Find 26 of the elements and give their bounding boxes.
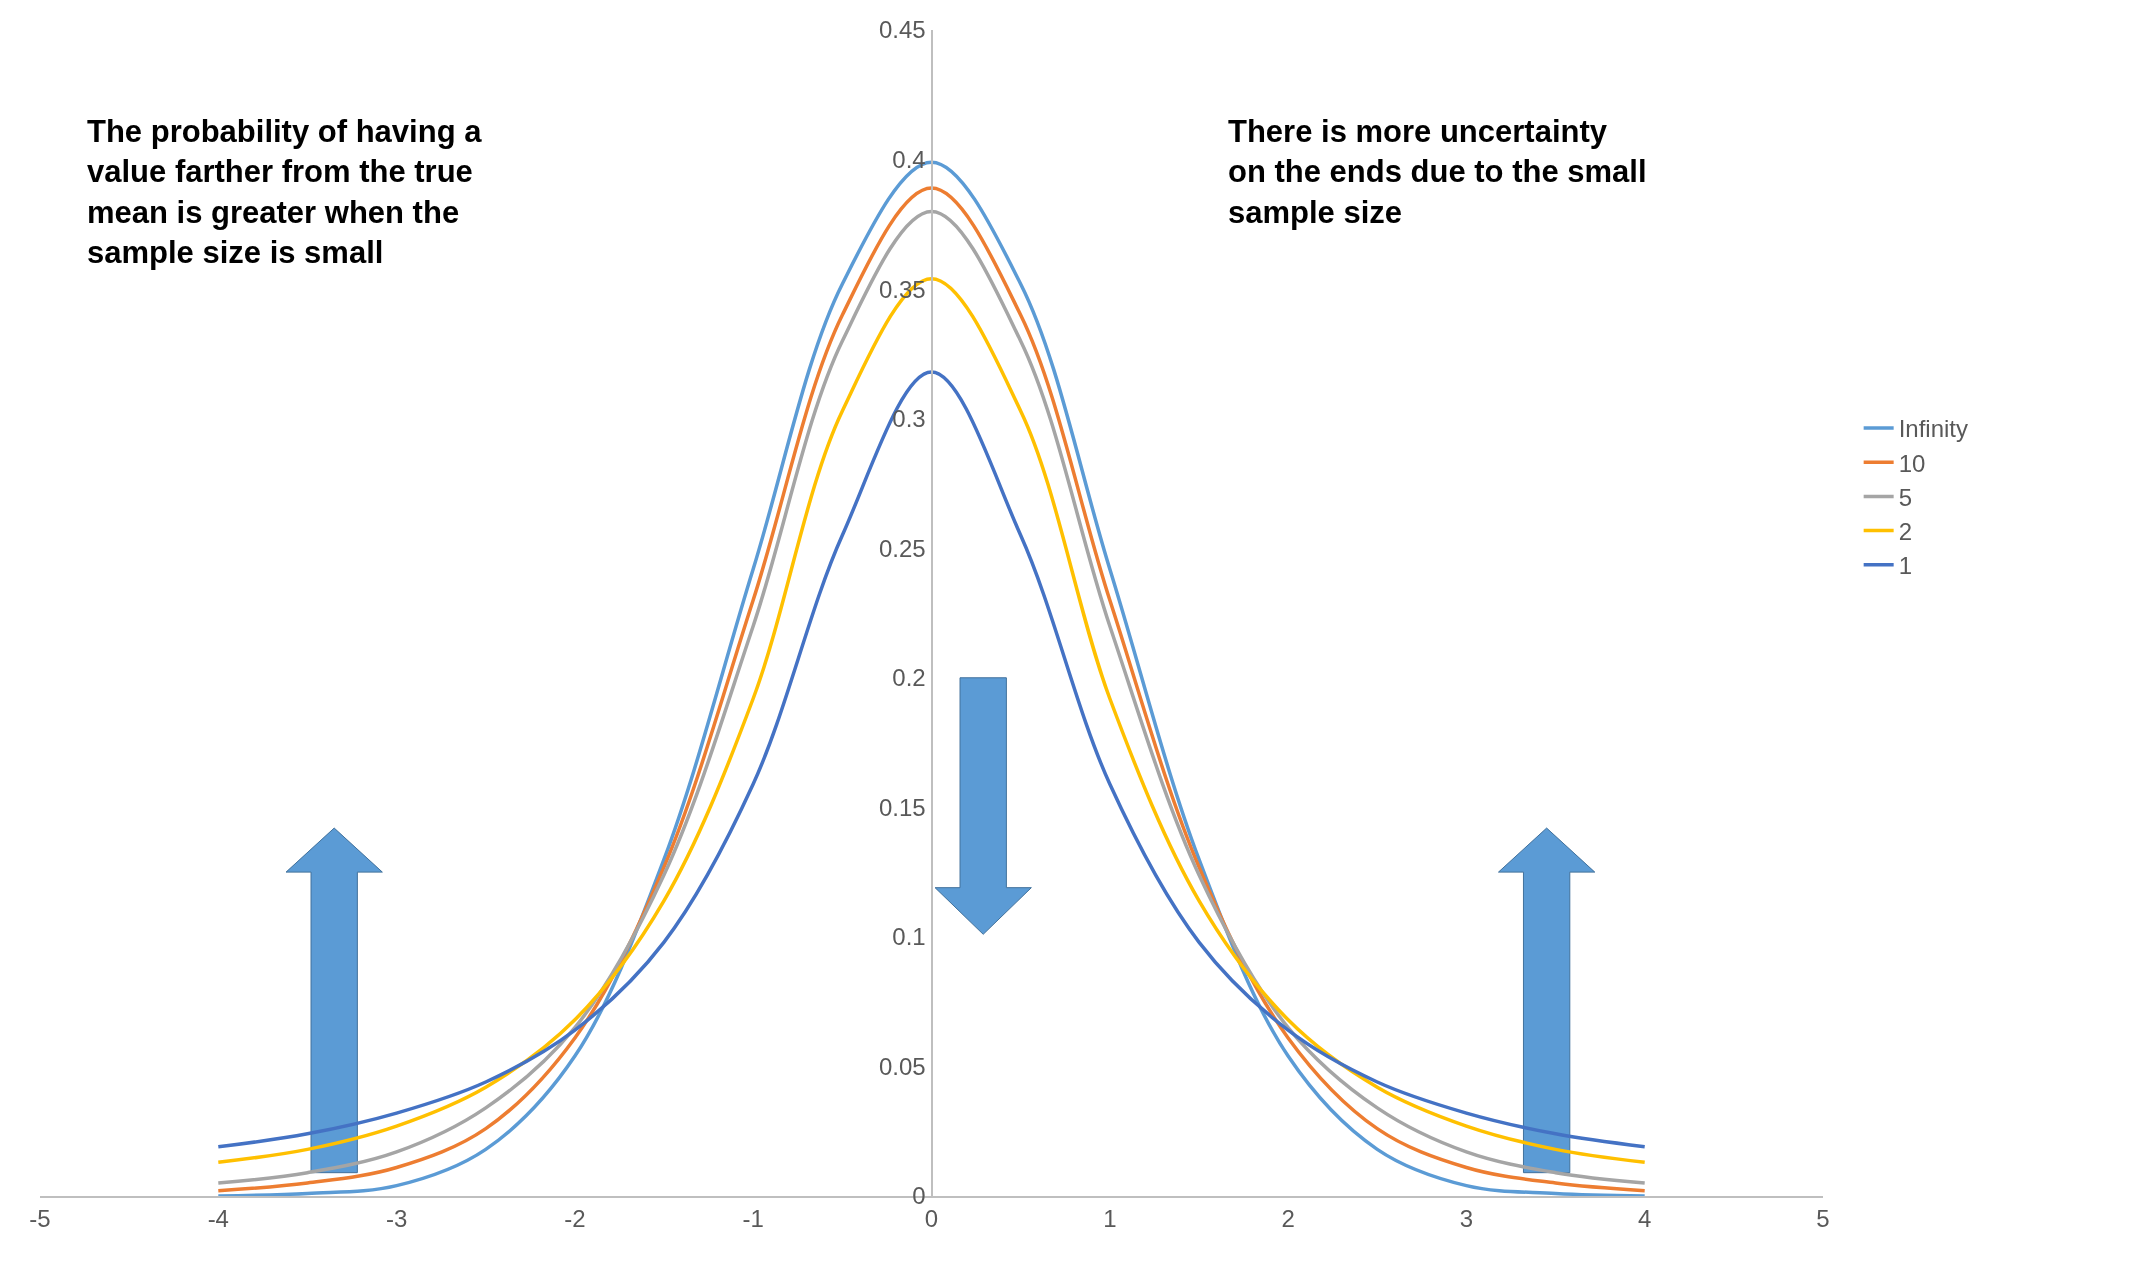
x-tick-label: -3 — [385, 1204, 408, 1232]
x-tick-label: 2 — [1281, 1204, 1295, 1232]
legend-label: 10 — [1898, 449, 1926, 477]
y-tick-label: 0.2 — [892, 664, 926, 692]
x-tick-label: -4 — [207, 1204, 229, 1232]
legend-label: Infinity — [1898, 415, 1969, 443]
y-tick-label: 0.15 — [878, 793, 926, 821]
x-tick-label: -1 — [742, 1204, 764, 1232]
y-tick-label: 0.1 — [892, 923, 926, 951]
y-tick-label: 0 — [912, 1182, 926, 1210]
legend-label: 5 — [1898, 483, 1913, 511]
legend-label: 1 — [1898, 552, 1913, 580]
x-tick-label: 3 — [1459, 1204, 1474, 1232]
y-tick-label: 0.45 — [878, 16, 926, 44]
y-tick-label: 0.3 — [892, 405, 926, 433]
x-tick-label: -5 — [29, 1204, 51, 1232]
x-tick-label: 5 — [1816, 1204, 1830, 1232]
annotation: The probability of having a value farther from the true mean is greater when the sample size is small — [87, 114, 483, 270]
x-tick-label: -2 — [564, 1204, 586, 1232]
annotation: There is more uncertainty on the ends due to the small sample size — [1228, 114, 1647, 230]
y-tick-label: 0.25 — [878, 534, 926, 562]
legend-label: 2 — [1898, 517, 1913, 545]
y-tick-label: 0.4 — [892, 145, 926, 173]
y-tick-label: 0.05 — [878, 1052, 926, 1080]
x-tick-label: 1 — [1103, 1204, 1117, 1232]
x-tick-label: 4 — [1638, 1204, 1652, 1232]
